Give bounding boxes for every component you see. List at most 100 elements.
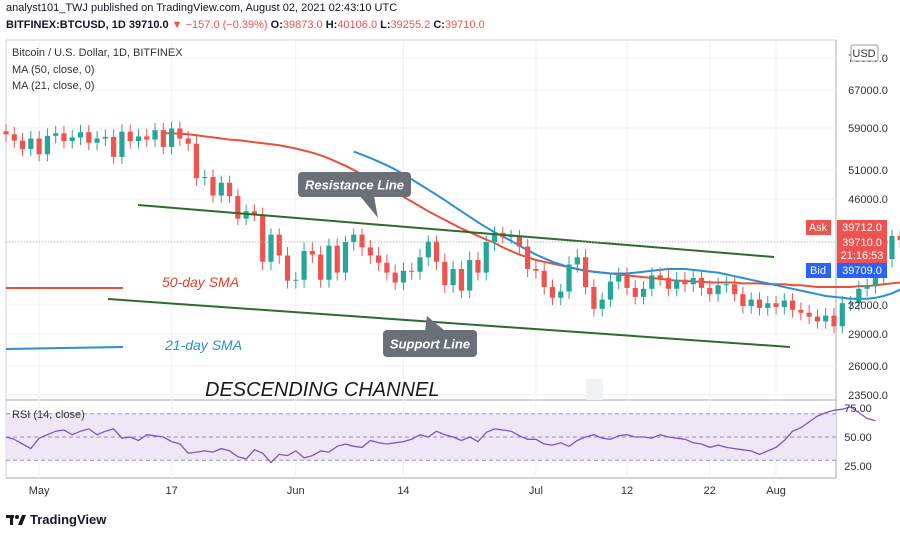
candle-body — [467, 260, 473, 291]
ma21-legacy-segment — [5, 346, 124, 350]
candle-body — [169, 128, 175, 147]
sma21-annotation: 21-day SMA — [164, 337, 242, 353]
candle-body — [36, 138, 42, 155]
bid-price: 39709.0 — [842, 265, 882, 277]
price-tick-label: 51000.0 — [848, 165, 888, 177]
candle-body — [690, 278, 696, 285]
ask-tag-label-box — [806, 220, 831, 235]
candle-body — [102, 136, 108, 139]
candle-body — [450, 269, 456, 286]
candle-body — [682, 279, 688, 285]
candle-body — [475, 260, 481, 273]
candle-body — [790, 300, 796, 310]
candle-body — [177, 128, 183, 139]
candle-body — [11, 134, 17, 141]
candle-body — [293, 279, 299, 281]
price-tick-label: 26000.0 — [848, 361, 888, 373]
rsi-tick-label: 50.00 — [844, 432, 872, 444]
price-tick-label: 23500.0 — [848, 390, 888, 402]
ohlc-open: 39873.0 — [282, 19, 323, 31]
candle-body — [119, 131, 125, 157]
candle-body — [376, 255, 382, 263]
candle-body — [823, 315, 829, 322]
candle-body — [889, 235, 895, 260]
candle-body — [732, 284, 738, 295]
candle-body — [152, 130, 158, 140]
time-tick-label: 17 — [165, 485, 177, 497]
candle-body — [856, 288, 862, 304]
candle-body — [864, 286, 870, 289]
candle-body — [583, 257, 589, 287]
candle-body — [541, 270, 547, 287]
candle-body — [814, 316, 821, 322]
last-price-box — [837, 235, 887, 263]
candle-body — [409, 270, 415, 272]
rsi-legend[interactable]: RSI (14, close) — [12, 409, 85, 421]
candle-body — [872, 275, 878, 287]
candle-body — [44, 135, 50, 155]
candle-body — [831, 315, 837, 327]
candle-body — [740, 294, 746, 306]
candle-body — [549, 287, 556, 298]
candle-body — [334, 245, 340, 273]
resistance-callout-box — [298, 172, 411, 197]
time-tick-label: Jul — [529, 485, 543, 497]
candle-body — [359, 234, 365, 248]
candle-body — [210, 176, 216, 196]
candle-body — [127, 131, 133, 142]
support-callout-box — [383, 330, 477, 357]
symbol-name: BITFINEX:BTCUSD, 1D — [6, 19, 126, 31]
candle-body — [649, 275, 655, 289]
candle-body — [897, 235, 900, 241]
chart-title: Bitcoin / U.S. Dollar, 1D, BITFINEX — [12, 47, 183, 59]
rsi-line — [5, 406, 876, 464]
ma50-line — [163, 132, 900, 288]
ma21-legend[interactable]: MA (21, close, 0) — [12, 80, 95, 92]
candle-body — [384, 262, 390, 273]
candle-body — [624, 275, 630, 288]
candle-body — [28, 138, 34, 149]
candle-body — [657, 275, 663, 278]
candle-body — [632, 287, 638, 297]
tradingview-logo[interactable]: TradingView — [6, 512, 106, 527]
bid-price-box — [837, 263, 887, 278]
ohlc-close: 39710.0 — [444, 19, 485, 31]
bid-tag-label: Bid — [810, 265, 826, 277]
price-tick-label: 59000.0 — [848, 123, 888, 135]
candle-body — [773, 303, 779, 307]
candle-body — [193, 143, 200, 179]
candle-body — [847, 303, 854, 305]
candle-body — [3, 131, 9, 135]
candle-body — [301, 251, 307, 280]
support-callout-pointer — [425, 316, 445, 331]
candle-body — [607, 281, 614, 300]
last-price: 39710.0 — [128, 19, 169, 31]
ohlc-high: 40106.0 — [337, 19, 378, 31]
candle-body — [144, 136, 150, 140]
candle-body — [723, 284, 729, 286]
candle-body — [400, 270, 407, 283]
price-tick-label: 67000.0 — [848, 85, 888, 97]
candle-body — [268, 234, 274, 262]
candle-body — [135, 136, 142, 142]
candle-body — [707, 287, 713, 295]
candle-body — [433, 241, 440, 262]
candle-body — [458, 269, 464, 291]
candle-body — [351, 234, 357, 242]
candle-body — [185, 138, 191, 144]
candle-body — [765, 303, 771, 308]
resistance-callout-label: Resistance Line — [305, 178, 404, 193]
bar-countdown: 21:16:53 — [841, 250, 884, 262]
candle-body — [525, 246, 531, 269]
sma50-annotation: 50-day SMA — [162, 274, 239, 290]
ma50-legend[interactable]: MA (50, close, 0) — [12, 64, 95, 76]
candle-body — [235, 196, 241, 219]
candle-body — [425, 241, 431, 258]
candle-body — [94, 138, 100, 143]
candle-body — [53, 133, 59, 136]
time-tick-label: May — [29, 485, 50, 497]
candle-body — [77, 132, 84, 138]
candle-body — [674, 279, 680, 289]
price-change: −157.0 (−0.39%) — [185, 19, 268, 31]
